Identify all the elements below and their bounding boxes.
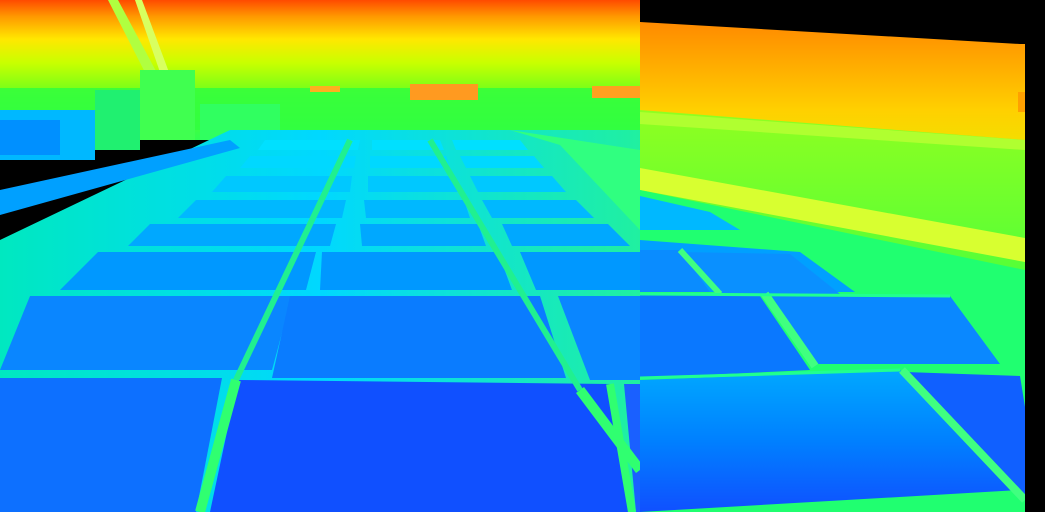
warm-vent-right [592, 86, 640, 98]
thermal-view-left [0, 0, 640, 512]
crane-boom [108, 0, 165, 92]
panel-seams [195, 138, 640, 512]
thermal-scene-right [640, 22, 1045, 512]
thermal-scene-left [0, 0, 640, 512]
right-edge-strip [510, 130, 640, 230]
rooftop-equipment [140, 70, 195, 140]
wall-top-edge [640, 112, 1025, 150]
solar-panel-array-right [640, 196, 1040, 512]
rooftop-machinery [95, 90, 140, 150]
thermal-view-right [640, 0, 1045, 512]
left-edge-strip [0, 140, 240, 215]
crane-cable [135, 0, 170, 78]
warm-floor-strip [640, 168, 1025, 262]
solar-panel-array [0, 140, 640, 512]
warm-spot [310, 86, 340, 92]
left-cold-block [0, 120, 60, 155]
warm-vent [410, 84, 478, 100]
panel-seams-right [640, 247, 1028, 503]
frame-edge [1025, 44, 1045, 512]
